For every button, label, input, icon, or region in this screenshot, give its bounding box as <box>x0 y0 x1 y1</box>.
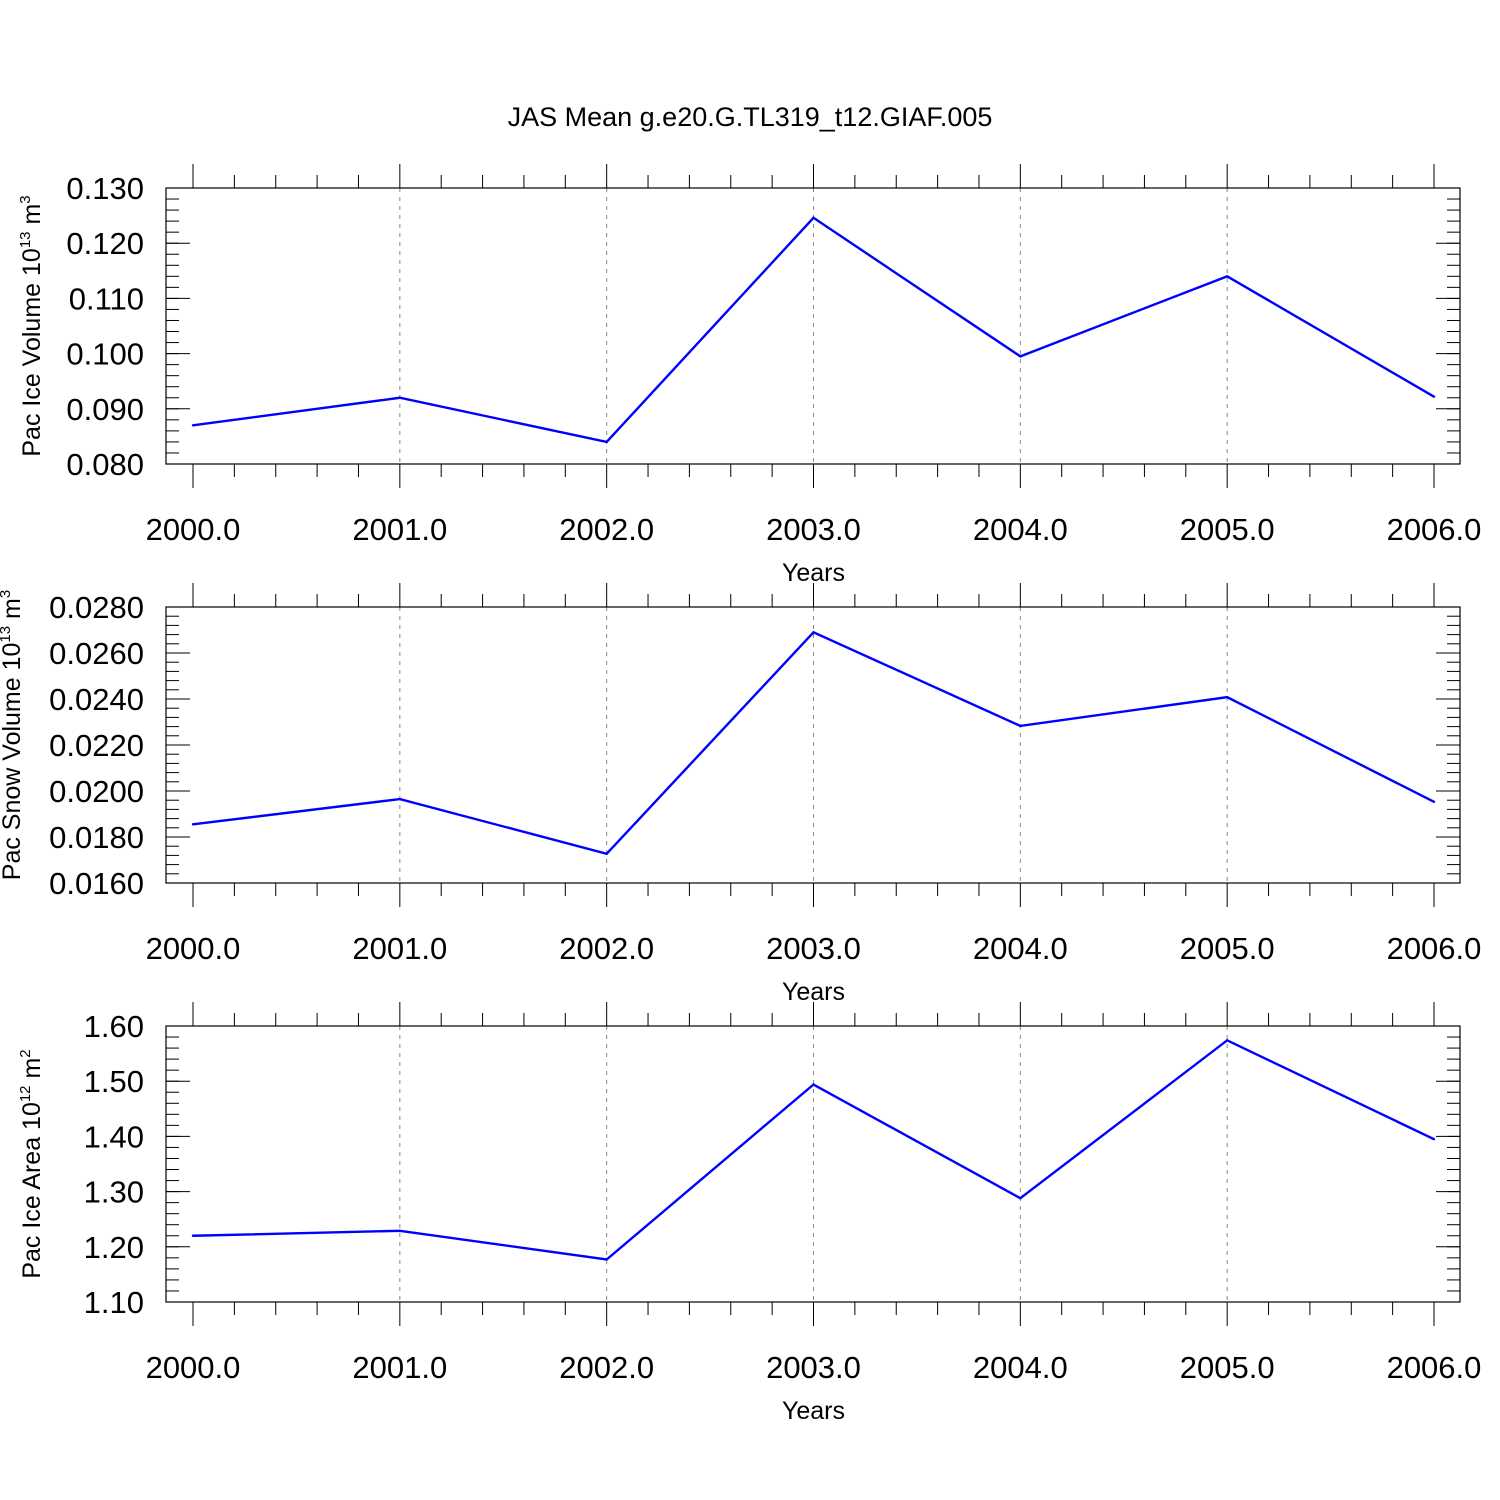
x-tick-label: 2003.0 <box>766 1350 861 1385</box>
data-point <box>605 1258 608 1261</box>
y-tick-label: 0.0200 <box>49 774 144 809</box>
data-point <box>812 216 815 220</box>
data-point <box>1225 1039 1229 1042</box>
y-tick-label: 1.10 <box>84 1285 144 1320</box>
x-tick-label: 2000.0 <box>146 931 241 966</box>
x-axis-title: Years <box>782 978 845 1006</box>
data-point <box>812 1083 815 1086</box>
x-tick-label: 2005.0 <box>1180 512 1275 547</box>
y-axis-title: Pac Ice Area 1012 m2 <box>17 1049 46 1278</box>
y-tick-label: 1.50 <box>84 1064 144 1099</box>
x-tick-label: 2001.0 <box>352 931 447 966</box>
x-tick-label: 2002.0 <box>559 931 654 966</box>
panel-1: 0.080 0.090 0.100 0.110 0.120 0.130 2000.0 2001… <box>17 164 1481 587</box>
y-tick-label: 0.0220 <box>49 728 144 763</box>
x-tick-label: 2005.0 <box>1180 1350 1275 1385</box>
y-axis-title: Pac Ice Volume 1013 m3 <box>17 195 46 456</box>
y-tick-label: 0.0280 <box>49 590 144 625</box>
y-tick-label: 0.0160 <box>49 866 144 901</box>
x-tick-label: 2006.0 <box>1387 512 1482 547</box>
y-tick-label: 0.110 <box>69 281 144 316</box>
panels: 0.080 0.090 0.100 0.110 0.120 0.130 2000.0 2001… <box>0 164 1481 1425</box>
figure-title: JAS Mean g.e20.G.TL319_t12.GIAF.005 <box>508 102 993 132</box>
data-point <box>1225 695 1229 699</box>
y-tick-label: 1.40 <box>84 1119 144 1154</box>
x-tick-label: 2005.0 <box>1180 931 1275 966</box>
x-axis-title: Years <box>782 559 845 587</box>
data-point <box>398 797 402 801</box>
x-tick-label: 2002.0 <box>559 1350 654 1385</box>
data-point <box>1432 395 1436 398</box>
x-tick-label: 2003.0 <box>766 512 861 547</box>
x-tick-label: 2004.0 <box>973 1350 1068 1385</box>
y-tick-label: 1.60 <box>84 1009 144 1044</box>
x-tick-label: 2006.0 <box>1387 931 1482 966</box>
data-point <box>1432 1137 1436 1141</box>
panel-3: 1.10 1.20 1.30 1.40 1.50 1.60 2000.0 2001.0 2002… <box>17 1002 1481 1425</box>
y-tick-label: 0.0180 <box>49 820 144 855</box>
data-point <box>398 1229 402 1232</box>
data-point <box>1019 355 1022 358</box>
data-point <box>1019 724 1022 728</box>
y-axis-title: Pac Snow Volume 1013 m3 <box>0 590 26 880</box>
y-tick-label: 0.120 <box>66 226 144 261</box>
x-tick-label: 2001.0 <box>352 512 447 547</box>
y-tick-label: 0.0260 <box>49 636 144 671</box>
y-tick-label: 1.20 <box>84 1230 144 1265</box>
x-tick-label: 2000.0 <box>146 1350 241 1385</box>
x-axis-title: Years <box>782 1397 845 1425</box>
data-point <box>191 823 195 826</box>
data-point <box>605 852 608 855</box>
y-tick-label: 0.080 <box>66 447 144 482</box>
y-tick-label: 0.090 <box>66 392 144 427</box>
y-tick-label: 0.100 <box>66 337 144 372</box>
x-tick-label: 2004.0 <box>973 512 1068 547</box>
data-point <box>398 396 402 399</box>
data-point <box>1225 275 1229 278</box>
y-tick-label: 0.130 <box>66 171 144 206</box>
y-tick-label: 0.0240 <box>49 682 144 717</box>
data-point <box>191 1234 195 1237</box>
panel-2: 0.0160 0.0180 0.0200 0.0220 0.0240 0.0260 0.02… <box>0 583 1481 1006</box>
data-point <box>605 440 608 444</box>
data-point <box>191 424 195 427</box>
x-tick-label: 2003.0 <box>766 931 861 966</box>
x-tick-label: 2001.0 <box>352 1350 447 1385</box>
data-point <box>1019 1197 1022 1200</box>
x-tick-label: 2006.0 <box>1387 1350 1482 1385</box>
x-tick-label: 2000.0 <box>146 512 241 547</box>
x-tick-label: 2004.0 <box>973 931 1068 966</box>
y-tick-label: 1.30 <box>84 1175 144 1210</box>
data-point <box>1432 800 1436 804</box>
x-tick-label: 2002.0 <box>559 512 654 547</box>
data-point <box>812 631 815 634</box>
